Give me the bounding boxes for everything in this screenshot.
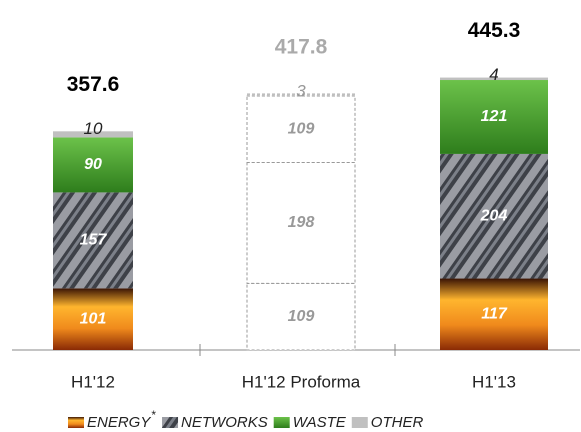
x-tick-label: H1'13 [472, 372, 516, 391]
legend-label: WASTE [293, 414, 347, 431]
total-label: 357.6 [67, 73, 120, 96]
segment-label: 4 [489, 65, 498, 84]
total-label: 417.8 [275, 36, 328, 59]
segment-label: 157 [80, 232, 108, 249]
legend-label: NETWORKS [181, 414, 268, 431]
segment-label: 121 [481, 108, 508, 125]
legend: ENERGY* NETWORKS WASTE OTHER [68, 408, 423, 431]
legend-swatch [352, 417, 368, 428]
segment-label: 109 [288, 120, 315, 137]
segment-label: 198 [288, 214, 315, 231]
legend-label: ENERGY [87, 414, 151, 431]
x-tick-label: H1'12 Proforma [242, 372, 361, 391]
legend-swatch [162, 417, 178, 428]
segment-label: 109 [288, 308, 315, 325]
legend-footnote-mark: * [151, 408, 156, 422]
segment-label: 117 [481, 305, 508, 322]
chart: 101 157 90 10 357.6 H1'12 109 198 109 3 417.8 H1'12… [0, 0, 581, 432]
total-label: 445.3 [468, 19, 521, 42]
segment-label: 10 [84, 119, 103, 138]
segment-label: 204 [480, 207, 508, 224]
segment-label: 3 [296, 82, 306, 101]
legend-swatch [274, 417, 290, 428]
segment-label: 90 [84, 156, 102, 173]
legend-label: OTHER [371, 414, 424, 431]
legend-swatch [68, 417, 84, 428]
x-tick-label: H1'12 [71, 372, 115, 391]
segment-label: 101 [80, 310, 107, 327]
